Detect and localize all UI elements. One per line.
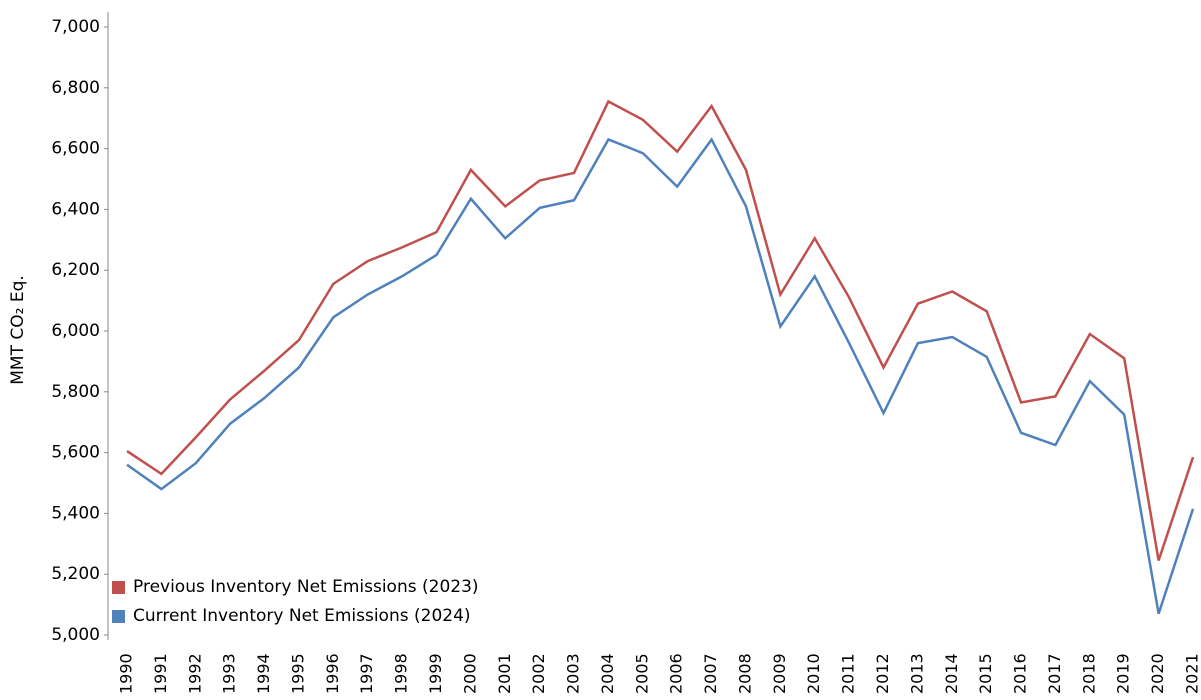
y-tick-label: 5,200 bbox=[51, 564, 100, 584]
y-tick-label: 6,400 bbox=[51, 199, 100, 219]
x-tick-label: 2009 bbox=[770, 653, 789, 694]
x-tick-label: 2005 bbox=[632, 653, 651, 694]
legend-label: Previous Inventory Net Emissions (2023) bbox=[133, 577, 479, 597]
line bbox=[127, 139, 1193, 613]
x-tick-label: 1999 bbox=[426, 653, 445, 694]
x-tick-label: 1994 bbox=[254, 653, 273, 694]
legend-label: Current Inventory Net Emissions (2024) bbox=[133, 606, 471, 626]
x-tick-label: 2000 bbox=[460, 653, 479, 694]
legend-swatch bbox=[112, 581, 125, 594]
x-tick-label: 2019 bbox=[1114, 653, 1133, 694]
x-tick-label: 2001 bbox=[495, 653, 514, 694]
x-tick-label: 2015 bbox=[976, 653, 995, 694]
y-tick-label: 6,600 bbox=[51, 139, 100, 159]
y-tick-label: 6,000 bbox=[51, 321, 100, 341]
x-tick-label: 2018 bbox=[1079, 653, 1098, 694]
y-tick-label: 5,800 bbox=[51, 382, 100, 402]
x-tick-label: 2004 bbox=[598, 653, 617, 694]
x-tick-label: 1995 bbox=[288, 653, 307, 694]
y-tick-label: 6,200 bbox=[51, 260, 100, 280]
y-tick-label: 5,400 bbox=[51, 503, 100, 523]
x-tick-label: 2020 bbox=[1148, 653, 1167, 694]
x-tick-label: 1998 bbox=[392, 653, 411, 694]
x-tick-label: 2010 bbox=[804, 653, 823, 694]
x-tick-label: 2012 bbox=[873, 653, 892, 694]
x-tick-label: 2014 bbox=[942, 653, 961, 694]
y-tick-label: 7,000 bbox=[51, 17, 100, 37]
x-tick-label: 2013 bbox=[907, 653, 926, 694]
y-tick-label: 6,800 bbox=[51, 78, 100, 98]
x-tick-label: 2017 bbox=[1045, 653, 1064, 694]
y-tick-label: 5,000 bbox=[51, 625, 100, 645]
x-tick-label: 1992 bbox=[185, 653, 204, 694]
x-tick-label: 1991 bbox=[151, 653, 170, 694]
legend-swatch bbox=[112, 610, 125, 623]
x-tick-label: 2016 bbox=[1011, 653, 1030, 694]
x-tick-label: 1997 bbox=[357, 653, 376, 694]
x-tick-label: 2007 bbox=[701, 653, 720, 694]
x-tick-label: 2021 bbox=[1183, 653, 1201, 694]
x-tick-label: 2011 bbox=[839, 653, 858, 694]
x-tick-label: 1993 bbox=[220, 653, 239, 694]
x-tick-label: 2006 bbox=[667, 653, 686, 694]
x-tick-label: 2008 bbox=[735, 653, 754, 694]
y-tick-label: 5,600 bbox=[51, 443, 100, 463]
y-axis-label: MMT CO₂ Eq. bbox=[8, 275, 28, 385]
x-tick-label: 2003 bbox=[564, 653, 583, 694]
x-tick-label: 1996 bbox=[323, 653, 342, 694]
x-tick-label: 1990 bbox=[117, 653, 136, 694]
x-tick-label: 2002 bbox=[529, 653, 548, 694]
